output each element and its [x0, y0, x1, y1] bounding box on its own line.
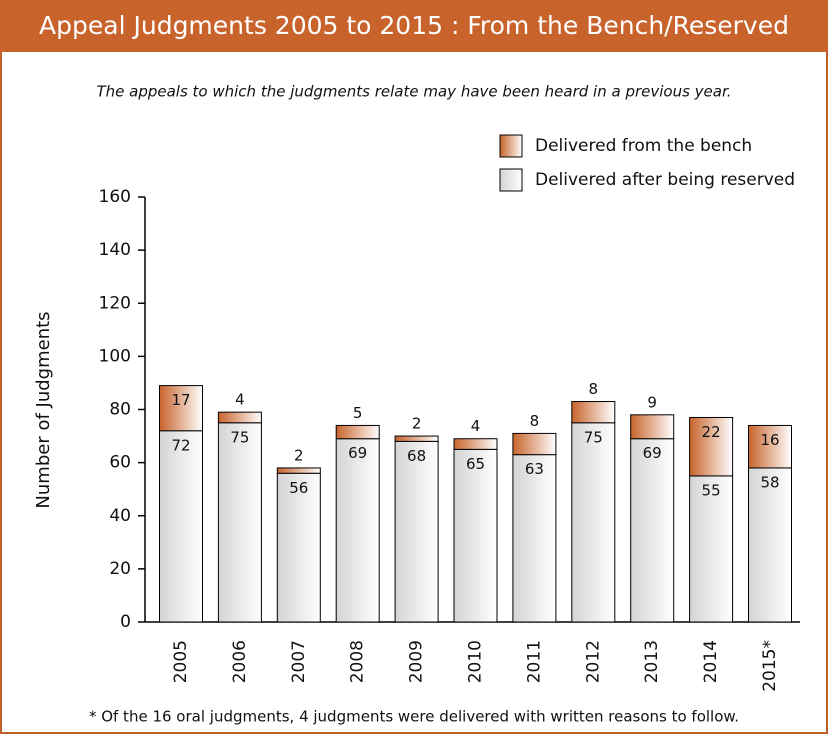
data-label: 8	[530, 412, 540, 430]
data-label: 17	[171, 391, 190, 409]
data-label: 63	[525, 460, 544, 478]
x-tick-label: 2013	[642, 640, 662, 683]
bar-segment	[453, 448, 498, 623]
data-label: 4	[235, 391, 245, 409]
y-tick-label: 140	[99, 240, 131, 260]
data-label: 55	[702, 481, 721, 499]
data-label: 22	[702, 423, 721, 441]
data-label: 69	[643, 444, 662, 462]
bar-segment	[748, 424, 792, 469]
x-tick-label: 2006	[230, 640, 250, 683]
y-axis-label: Number of Judgments	[33, 311, 54, 508]
bar-segment	[630, 438, 675, 623]
bar-segment	[630, 414, 675, 440]
data-label: 69	[348, 444, 367, 462]
bar-segment	[159, 430, 203, 623]
legend-swatch	[499, 168, 523, 192]
y-tick-label: 60	[109, 453, 131, 473]
bar-segment	[159, 385, 203, 432]
y-tick-label: 120	[99, 293, 131, 313]
x-tick-label: 2009	[407, 640, 427, 683]
data-label: 2	[412, 415, 422, 433]
subtitle: The appeals to which the judgments relat…	[96, 83, 731, 101]
x-tick-label: 2011	[524, 640, 544, 683]
header	[0, 0, 828, 52]
bar-segment	[512, 432, 557, 456]
bar-segment	[335, 424, 380, 440]
legend-label: Delivered after being reserved	[535, 170, 795, 190]
y-tick-label: 0	[120, 612, 131, 632]
data-label: 72	[171, 436, 190, 454]
x-tick-label: 2007	[289, 640, 309, 683]
data-label: 16	[760, 431, 779, 449]
x-tick-label: 2008	[348, 640, 368, 683]
bar-segment	[689, 416, 734, 477]
data-label: 2	[294, 446, 304, 464]
legend-label: Delivered from the bench	[535, 136, 752, 156]
data-label: 9	[647, 393, 657, 411]
bar-segment	[748, 467, 792, 623]
bar-segment	[571, 401, 616, 424]
footnote: * Of the 16 oral judgments, 4 judgments …	[89, 708, 739, 726]
bar-segment	[217, 422, 262, 623]
data-label: 75	[584, 428, 603, 446]
bar-segment	[335, 438, 380, 623]
bar-segment	[689, 475, 734, 623]
data-label: 8	[589, 380, 599, 398]
x-tick-label: 2014	[701, 640, 721, 683]
data-label: 56	[289, 479, 308, 497]
y-tick-label: 160	[99, 187, 131, 207]
x-tick-label: 2005	[171, 640, 191, 683]
y-tick-label: 100	[99, 346, 131, 366]
data-label: 58	[760, 473, 779, 491]
x-tick-label: 2010	[466, 640, 486, 683]
x-tick-label: 2012	[583, 640, 603, 683]
bar-segment	[394, 435, 439, 442]
data-label: 75	[230, 428, 249, 446]
chart-title: Appeal Judgments 2005 to 2015 : From the…	[39, 11, 789, 40]
y-tick-label: 80	[109, 400, 131, 420]
y-tick-label: 40	[109, 506, 131, 526]
data-label: 4	[471, 417, 481, 435]
bar-segment	[453, 438, 498, 450]
bar-segment	[512, 454, 557, 623]
bar-segment	[217, 411, 262, 424]
bar-segment	[394, 440, 439, 623]
bar-segment	[276, 472, 321, 623]
bar-segment	[276, 467, 321, 474]
data-label: 65	[466, 455, 485, 473]
data-label: 68	[407, 447, 426, 465]
bar-segment	[571, 422, 616, 623]
x-tick-label: 2015*	[760, 640, 780, 692]
data-label: 5	[353, 404, 363, 422]
y-tick-label: 20	[109, 559, 131, 579]
legend-swatch	[499, 134, 523, 158]
